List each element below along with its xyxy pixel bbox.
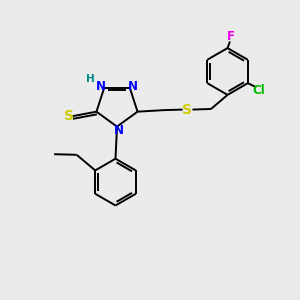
Text: N: N (113, 124, 124, 137)
Text: H: H (86, 74, 95, 84)
Text: N: N (96, 80, 106, 92)
Text: S: S (182, 103, 192, 117)
Text: S: S (64, 109, 74, 123)
Text: F: F (226, 30, 235, 43)
Text: Cl: Cl (253, 84, 265, 97)
Text: N: N (128, 80, 138, 92)
